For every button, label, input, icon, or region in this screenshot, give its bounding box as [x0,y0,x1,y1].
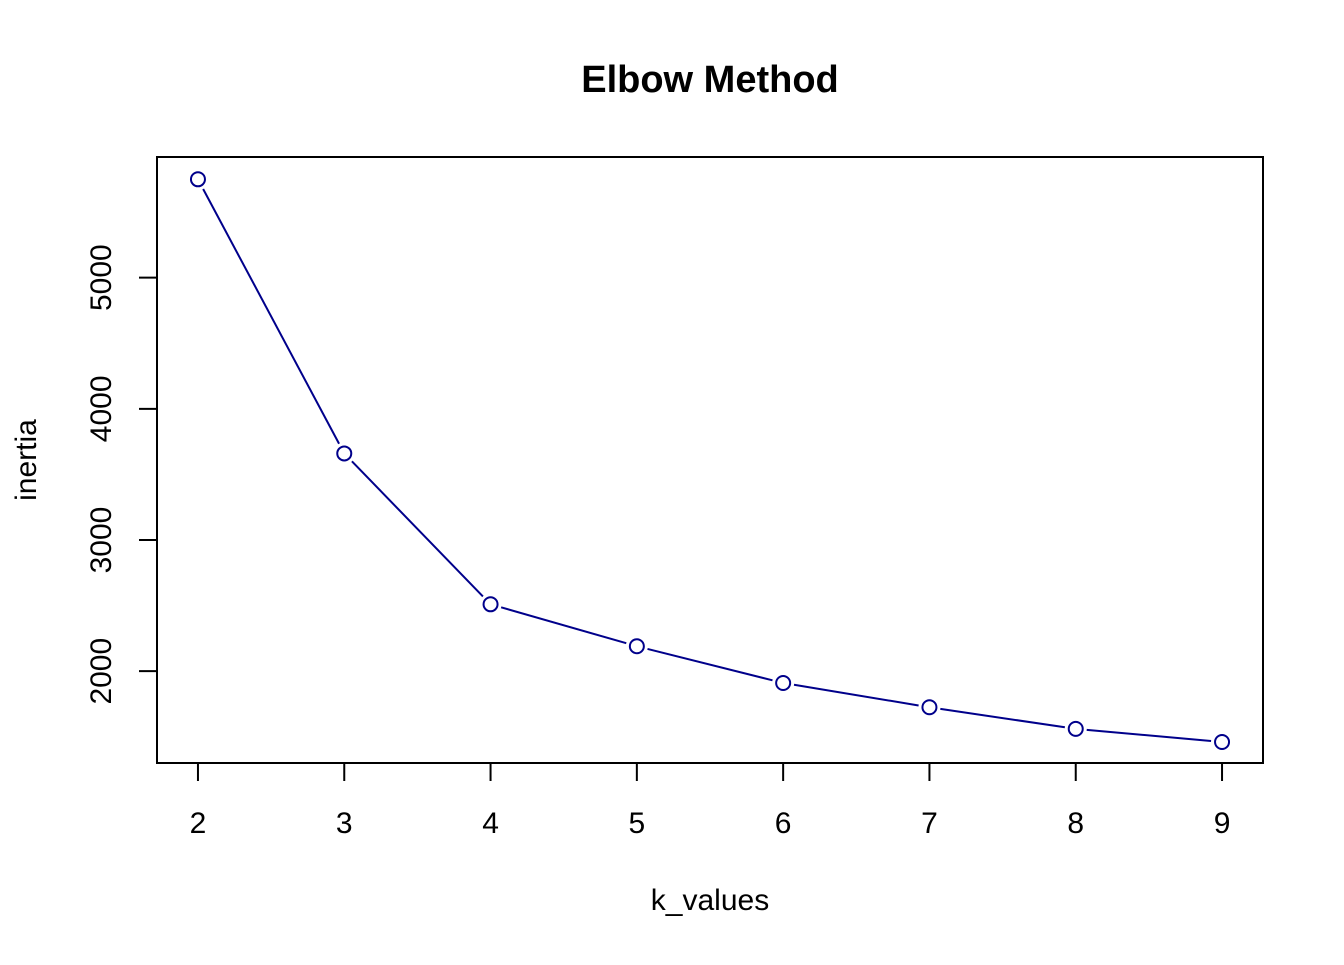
series-line-segment [1086,728,1212,743]
x-tick-label: 9 [1214,807,1231,840]
data-point [1067,720,1084,737]
y-tick-label: 4000 [85,375,118,442]
chart-title: Elbow Method [581,59,839,101]
series-line-segment [793,683,919,707]
y-tick-label: 2000 [85,638,118,705]
series-line-segment [500,606,627,645]
x-axis: 2 3 4 5 6 7 8 9 [190,762,1231,840]
x-tick-label: 4 [482,807,499,840]
x-tick-label: 2 [190,807,207,840]
y-axis: 2000 3000 4000 5000 [85,244,158,705]
series-layer [189,171,1231,751]
data-point [628,638,645,655]
x-tick-label: 3 [336,807,353,840]
x-tick-label: 7 [921,807,938,840]
data-point [921,699,938,716]
series-line-segment [647,647,773,682]
series-line-segment [940,707,1066,729]
x-tick-label: 6 [775,807,792,840]
y-tick-label: 3000 [85,507,118,574]
y-tick-label: 5000 [85,244,118,311]
x-tick-label: 8 [1067,807,1084,840]
y-axis-label: inertia [10,419,43,501]
plot-frame [156,156,1264,764]
x-tick-label: 5 [629,807,646,840]
data-point [336,445,353,462]
data-point [1214,734,1231,751]
data-point [189,171,206,188]
x-axis-label: k_values [651,884,769,917]
data-point [775,674,792,691]
series-line-segment [202,188,340,445]
data-point [482,596,499,613]
series-line-segment [351,460,484,598]
